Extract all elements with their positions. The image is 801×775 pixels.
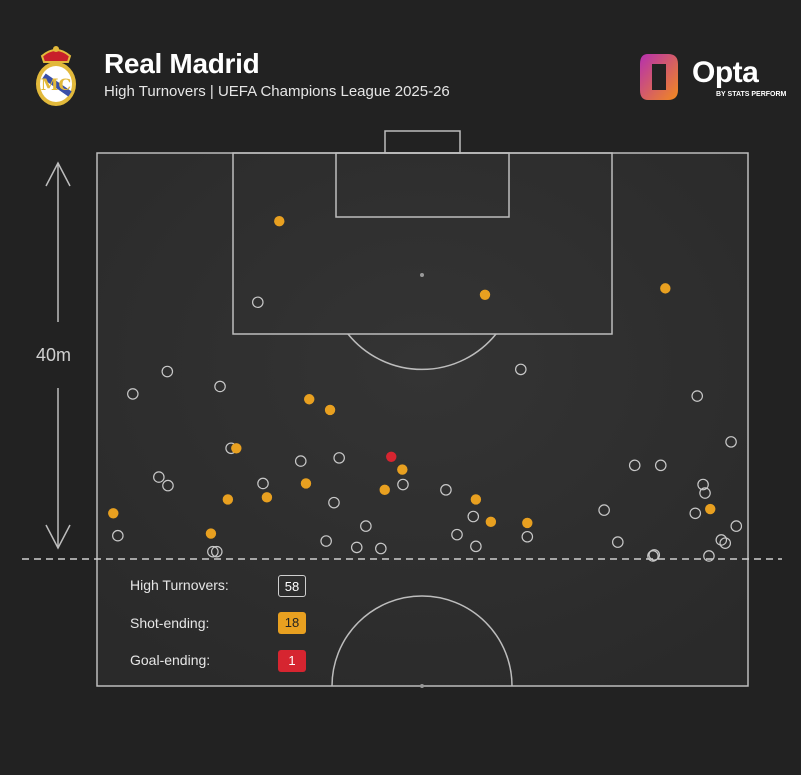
turnover-point [207,545,219,558]
shot-point [522,517,533,529]
legend-value-shot-ending: 18 [278,612,306,634]
turnover-point [161,365,174,378]
turnover-point [699,487,711,499]
chart-subtitle: High Turnovers | UEFA Champions League 2… [104,83,450,100]
shot-point [231,443,242,454]
turnover-point [251,296,264,309]
turnover-point [654,459,667,472]
turnover-point [397,478,409,491]
shot-point [470,494,482,505]
turnover-point [360,520,372,532]
turnover-point [470,540,482,553]
shot-point [205,528,217,539]
turnover-point [112,529,124,542]
shot-point [324,404,336,416]
turnover-point [689,507,702,520]
turnover-point [440,484,452,496]
turnover-point [730,520,743,532]
team-title: Real Madrid [104,48,260,79]
turnover-point [350,541,363,554]
turnover-point [611,536,624,548]
turnover-point [715,534,728,546]
turnover-point [320,535,332,547]
shot-point [485,516,497,528]
turnover-point [725,436,737,448]
turnover-point [647,550,659,562]
turnover-point [598,504,610,516]
goal [384,130,461,154]
distance-label: 40m [36,345,72,365]
shot-point [660,283,671,294]
opta-brand: Opta [692,56,759,89]
turnover-point [257,477,269,490]
turnover-point [210,545,223,558]
turnover-point [628,459,641,472]
legend-label-goal-ending: Goal-ending: [130,652,211,668]
shot-point [261,492,273,503]
legend-label-high-turnovers: High Turnovers: [130,577,229,593]
turnover-point [697,478,709,491]
shot-point [274,216,285,227]
pitch-surface [96,152,749,687]
shot-point [705,503,716,515]
shot-point [300,478,312,489]
turnover-points [108,216,743,562]
center-circle [331,595,513,687]
turnover-point [162,479,174,492]
turnover-point [294,455,307,467]
turnover-point [703,550,715,562]
shot-point [379,484,390,496]
shot-point [108,508,119,519]
legend-value-high-turnovers: 58 [278,575,306,597]
turnover-point [648,549,661,561]
goal-point [386,451,397,463]
turnover-point [153,471,165,483]
turnover-point [467,510,480,523]
turnover-point [515,363,527,376]
turnover-point [375,542,387,555]
real-madrid-crest-logo: MC [36,46,76,106]
center-spot [420,684,424,688]
legend-value-goal-ending: 1 [278,650,306,672]
shot-point [222,494,234,505]
penalty-spot [420,273,424,277]
legend-label-shot-ending: Shot-ending: [130,615,210,631]
shot-point [479,289,491,300]
turnover-point [719,537,732,549]
opta-brand-sub: BY STATS PERFORM [716,91,787,98]
turnover-point [521,530,534,543]
shot-point [304,394,315,405]
turnover-point [328,496,340,509]
turnover-point [214,380,226,393]
six-yard-box [335,152,510,218]
shot-point [397,464,408,475]
opta-logo-icon [640,54,678,100]
penalty-arc [347,333,497,371]
distance-arrow [45,161,71,550]
svg-text:MC: MC [41,75,71,94]
turnover-point [333,452,345,464]
turnover-point [451,528,463,541]
turnover-point [691,390,704,402]
turnover-point [127,388,139,400]
